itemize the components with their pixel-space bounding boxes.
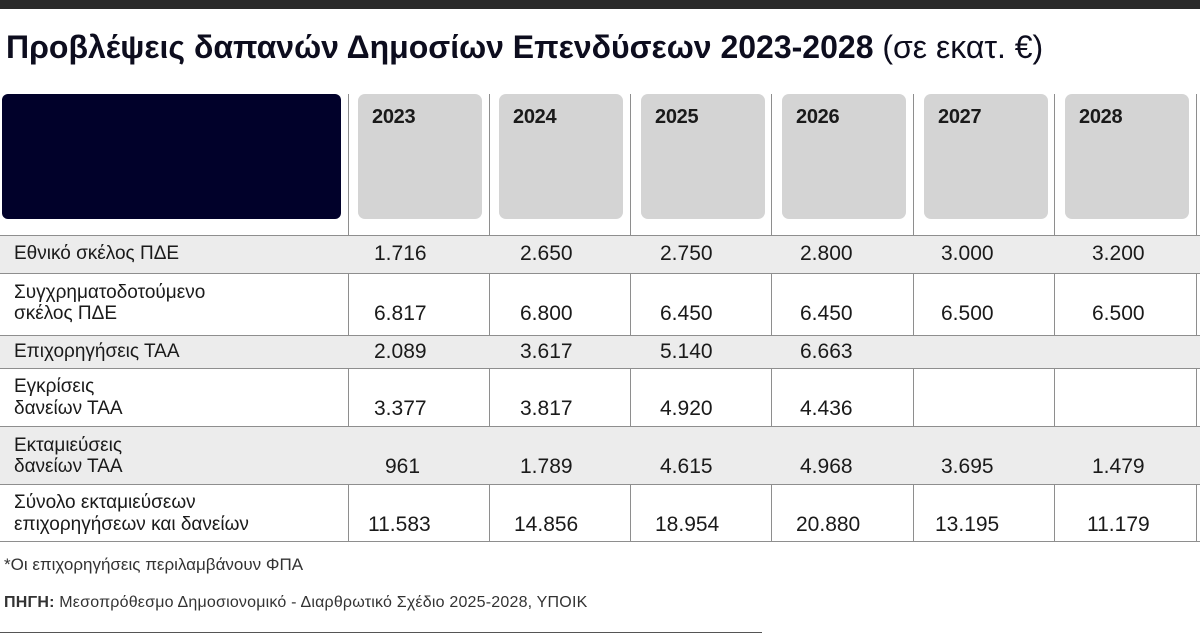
- year-label: 2024: [513, 106, 557, 128]
- cell-value: 11.583: [368, 513, 431, 536]
- cell-value: 1.479: [1092, 455, 1145, 478]
- cell-value: 2.800: [800, 242, 853, 265]
- table-row: Εθνικό σκέλος ΠΔΕ 1.716 2.650 2.750 2.80…: [0, 235, 1200, 273]
- title-main: Προβλέψεις δαπανών Δημοσίων Επενδύσεων 2…: [6, 29, 874, 65]
- year-header-2027: 2027: [924, 94, 1048, 219]
- header-label-box: [2, 94, 341, 219]
- cell-value: 6.500: [941, 302, 994, 325]
- row-label: Εγκρίσεις: [14, 376, 95, 397]
- column-divider: [1054, 94, 1055, 542]
- cell-value: 961: [385, 455, 421, 478]
- year-header-2025: 2025: [641, 94, 765, 219]
- cell-value: 4.968: [800, 455, 853, 478]
- year-header-2024: 2024: [499, 94, 623, 219]
- cell-value: 3.617: [520, 340, 573, 363]
- column-divider: [489, 94, 490, 542]
- source-label: ΠΗΓΗ:: [4, 594, 55, 611]
- cell-value: 3.695: [941, 455, 994, 478]
- column-divider: [771, 94, 772, 542]
- cell-value: 2.089: [374, 340, 427, 363]
- year-label: 2027: [938, 106, 982, 128]
- cell-value: 6.450: [800, 302, 853, 325]
- row-label: Σύνολο εκταμιεύσεων: [14, 492, 196, 513]
- cell-value: 3.200: [1092, 242, 1145, 265]
- page-title: Προβλέψεις δαπανών Δημοσίων Επενδύσεων 2…: [6, 27, 1043, 67]
- cell-value: 4.436: [800, 397, 853, 420]
- cell-value: 5.140: [660, 340, 713, 363]
- source-underline: [0, 632, 762, 633]
- cell-value: 4.615: [660, 455, 713, 478]
- year-label: 2028: [1079, 106, 1123, 128]
- cell-value: 13.195: [935, 513, 1000, 536]
- cell-value: 2.750: [660, 242, 713, 265]
- row-label: σκέλος ΠΔΕ: [14, 303, 117, 324]
- table-row: Σύνολο εκταμιεύσεων επιχορηγήσεων και δα…: [0, 484, 1200, 541]
- cell-value: 18.954: [655, 513, 720, 536]
- year-label: 2025: [655, 106, 699, 128]
- cell-value: 20.880: [796, 513, 861, 536]
- row-label: Συγχρηματοδοτούμενο: [14, 282, 206, 303]
- cell-value: 3.817: [520, 397, 573, 420]
- table-row: Εκταμιεύσεις δανείων ΤΑΑ 961 1.789 4.615…: [0, 426, 1200, 484]
- cell-value: 1.716: [374, 242, 427, 265]
- cell-value: 6.817: [374, 302, 427, 325]
- row-label: δανείων ΤΑΑ: [14, 398, 123, 419]
- row-label: δανείων ΤΑΑ: [14, 456, 123, 477]
- cell-value: 11.179: [1087, 513, 1150, 536]
- column-divider: [630, 94, 631, 542]
- footnote: *Οι επιχορηγήσεις περιλαμβάνουν ΦΠΑ: [4, 555, 304, 574]
- cell-value: 3.000: [941, 242, 994, 265]
- column-divider: [1196, 94, 1197, 542]
- cell-value: 3.377: [374, 397, 427, 420]
- source-text: Μεσοπρόθεσμο Δημοσιονομικό - Διαρθρωτικό…: [59, 594, 588, 611]
- year-header-2028: 2028: [1065, 94, 1189, 219]
- cell-value: 2.650: [520, 242, 573, 265]
- cell-value: 6.663: [800, 340, 853, 363]
- year-label: 2026: [796, 106, 840, 128]
- cell-value: 6.800: [520, 302, 573, 325]
- year-header-2023: 2023: [358, 94, 482, 219]
- row-label: Εθνικό σκέλος ΠΔΕ: [14, 243, 180, 264]
- table-row: Εγκρίσεις δανείων ΤΑΑ 3.377 3.817 4.920 …: [0, 368, 1200, 426]
- source-line: ΠΗΓΗ: Μεσοπρόθεσμο Δημοσιονομικό - Διαρθ…: [4, 594, 587, 612]
- table-header: 2023 2024 2025 2026 2027 2028: [0, 94, 1200, 219]
- cell-value: 6.450: [660, 302, 713, 325]
- table-row: Συγχρηματοδοτούμενο σκέλος ΠΔΕ 6.817 6.8…: [0, 273, 1200, 335]
- title-unit: (σε εκατ. €): [882, 29, 1044, 65]
- cell-value: 4.920: [660, 397, 713, 420]
- row-label: Επιχορηγήσεις ΤΑΑ: [14, 341, 180, 362]
- year-header-2026: 2026: [782, 94, 906, 219]
- column-divider: [348, 94, 349, 542]
- row-label: Εκταμιεύσεις: [14, 435, 122, 456]
- cell-value: 6.500: [1092, 302, 1145, 325]
- row-label: επιχορηγήσεων και δανείων: [14, 514, 249, 535]
- cell-value: 14.856: [514, 513, 579, 536]
- top-bar: [0, 0, 1200, 9]
- table-row: Επιχορηγήσεις ΤΑΑ 2.089 3.617 5.140 6.66…: [0, 335, 1200, 368]
- column-divider: [913, 94, 914, 542]
- year-label: 2023: [372, 106, 416, 128]
- table-bottom-border: [0, 541, 1200, 542]
- cell-value: 1.789: [520, 455, 573, 478]
